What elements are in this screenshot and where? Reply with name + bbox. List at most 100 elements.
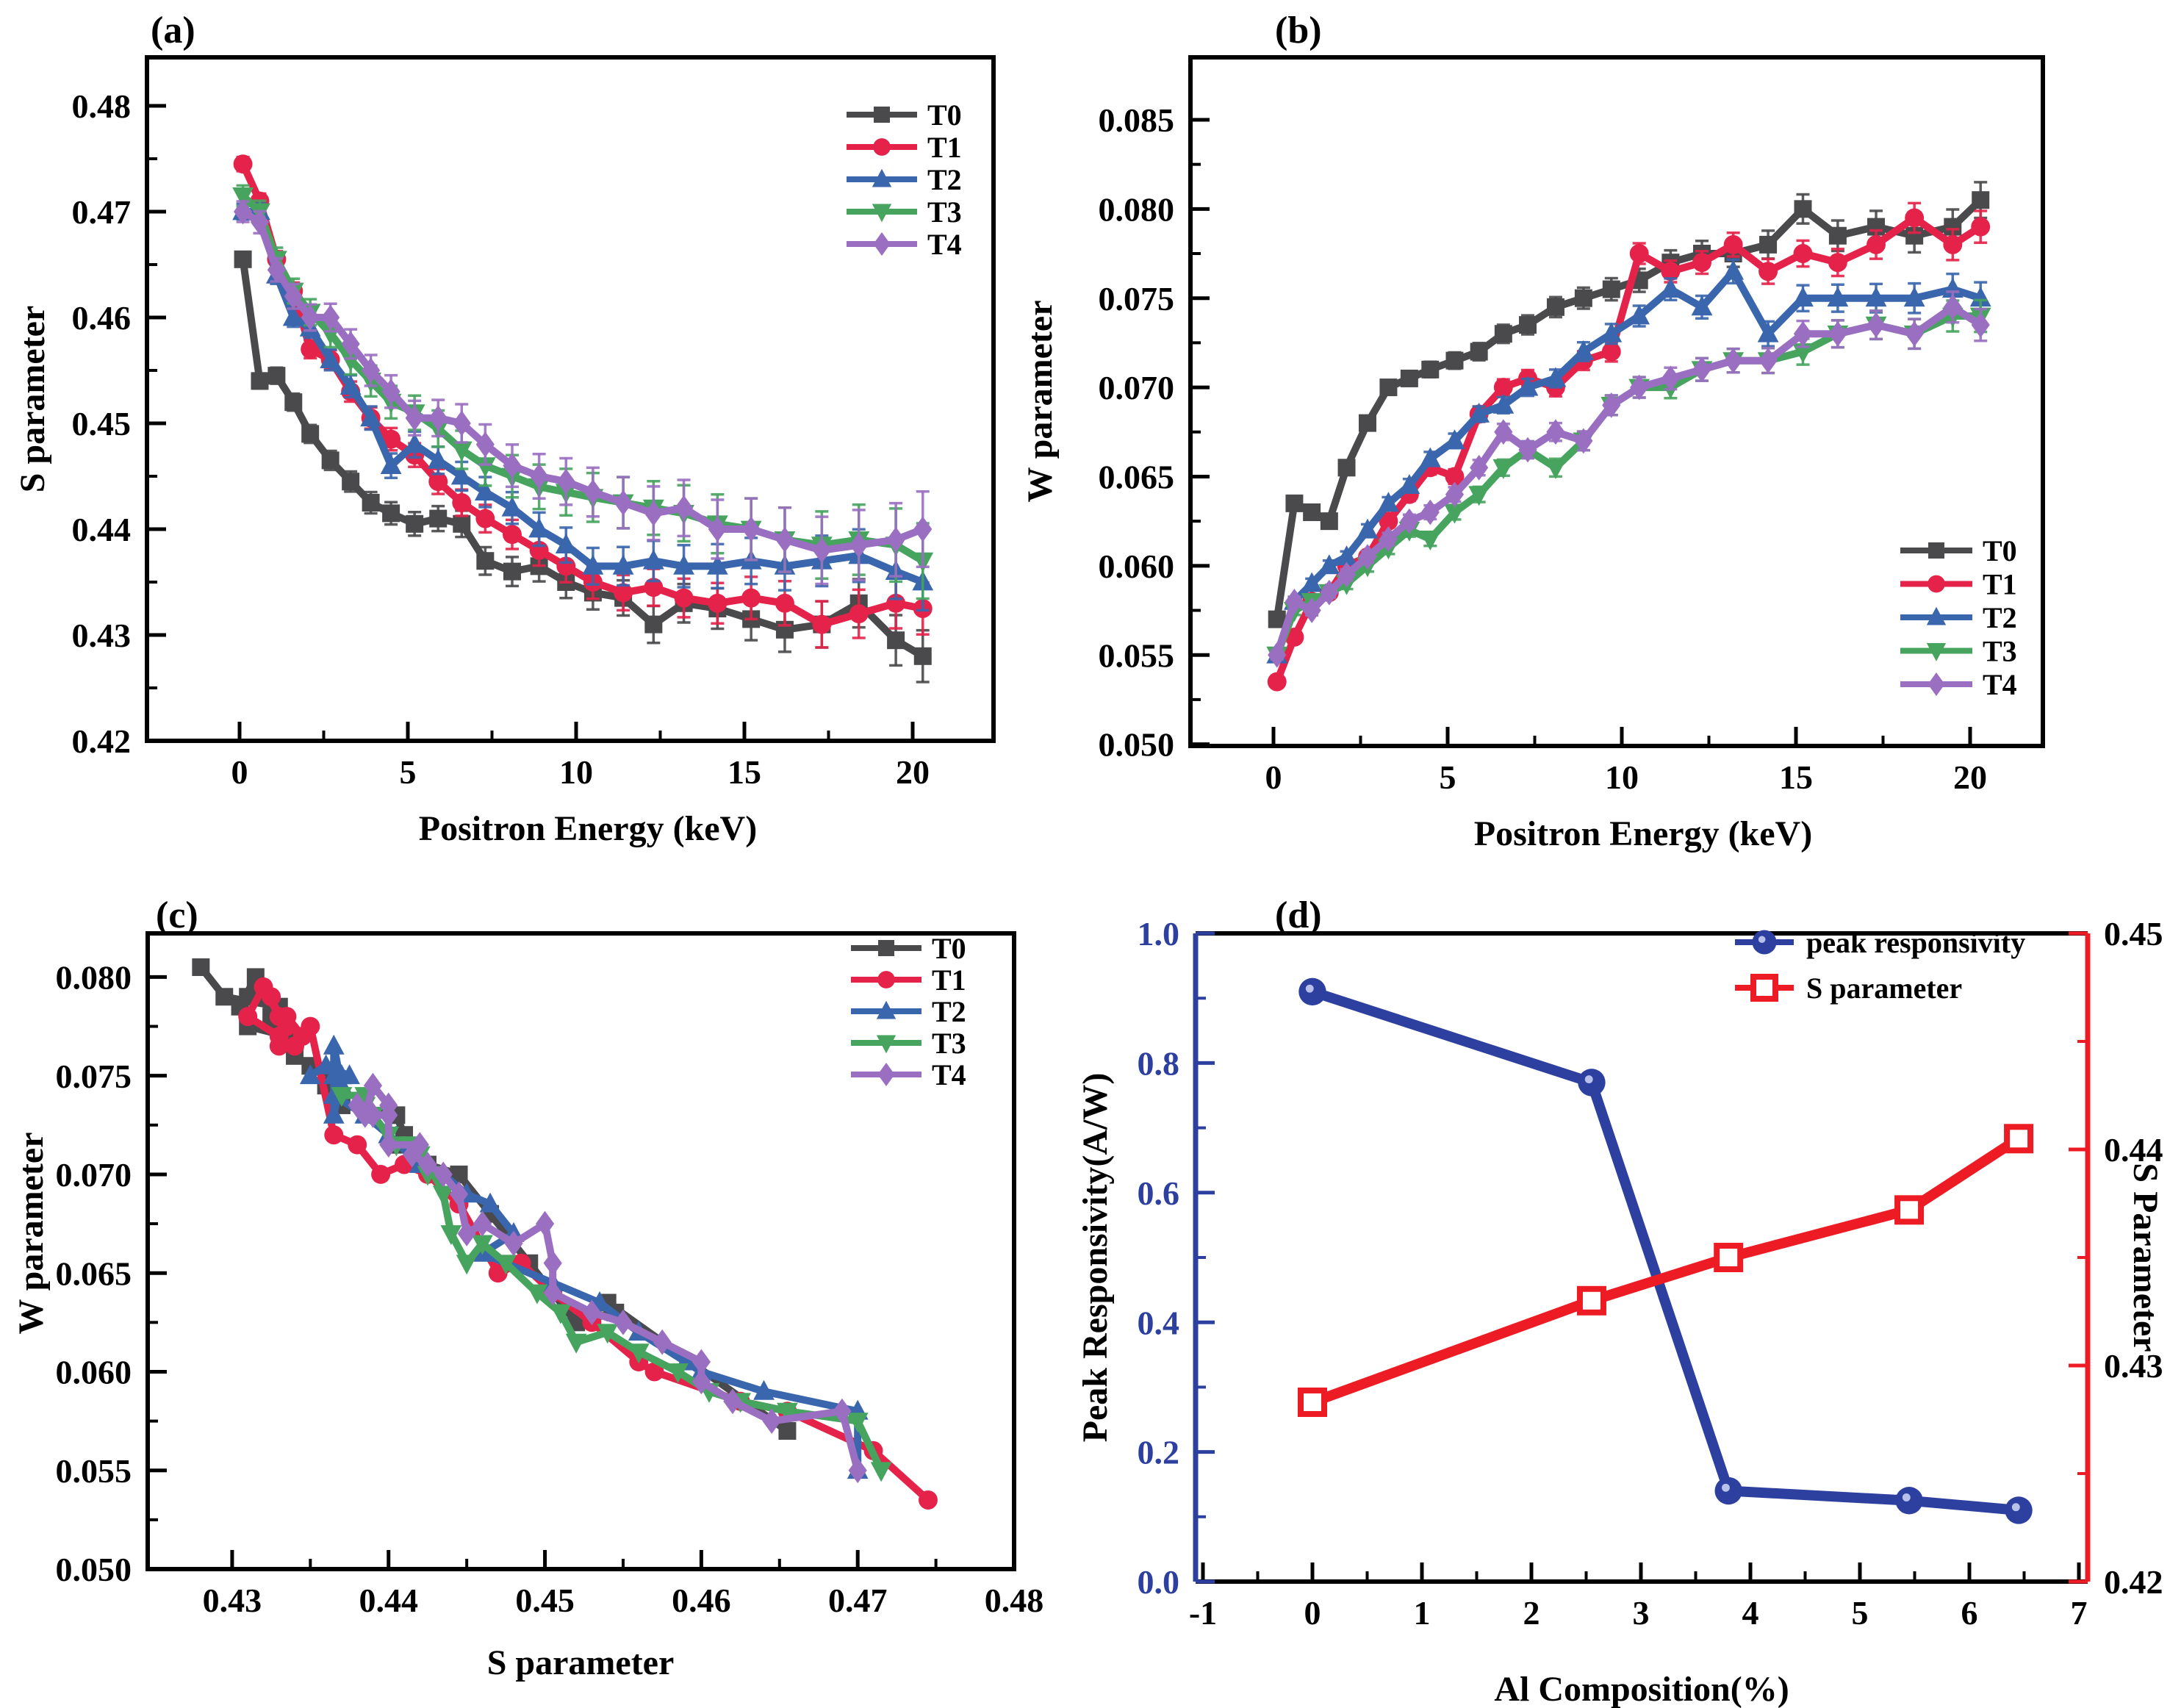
series-T3-marker (450, 441, 473, 462)
series-T2-marker (612, 554, 634, 575)
series-T2-marker (528, 517, 550, 538)
series-T0-marker (321, 451, 339, 470)
y-tick-label: 0.065 (56, 1255, 132, 1292)
plot-frame (145, 55, 996, 743)
series-T1-marker (708, 593, 727, 613)
series-T3-marker (1545, 459, 1567, 479)
series-T0-marker (215, 988, 234, 1006)
series-T4-marker (1758, 348, 1778, 374)
panel-b: 0 5 10 15 20 0.050 0.055 0.060 0.065 0.070 0.075 0.… (1021, 10, 2045, 853)
legend-label: T2 (927, 163, 962, 196)
series-T4-marker (503, 453, 522, 478)
x-tick-label: 7 (2071, 1594, 2088, 1632)
series-T4-marker (301, 304, 320, 331)
y-right-tick-label: 0.42 (2104, 1563, 2163, 1601)
series-T4-marker (708, 516, 727, 542)
series-peak-responsivity-marker-highlight (1722, 1483, 1730, 1492)
x-tick-label: 5 (1852, 1594, 1869, 1632)
x-tick-label: 5 (1440, 758, 1456, 796)
series-T1-marker (238, 1007, 258, 1027)
x-axis-title: Positron Energy (keV) (1474, 814, 1812, 853)
series-T0-marker (267, 367, 286, 385)
series-T0-marker (644, 615, 663, 634)
y-tick-label: 0.070 (56, 1156, 132, 1194)
series-T4-marker (428, 405, 448, 431)
series-T4-marker (1724, 348, 1743, 374)
series-T2-marker (323, 1103, 345, 1124)
series-T0-marker (382, 504, 400, 523)
legend-label: T3 (932, 1027, 966, 1060)
series-T0-marker (1320, 512, 1338, 531)
series-T0-marker (192, 958, 210, 976)
series-T0-marker (362, 494, 380, 512)
legend-label: T0 (932, 932, 966, 965)
series-T2-marker (1722, 259, 1745, 280)
legend-label: T3 (927, 195, 962, 229)
series-T0-marker (778, 1422, 797, 1440)
series-T1-marker (371, 1164, 391, 1184)
series-T4-marker (848, 1457, 867, 1484)
series-T0-marker (1421, 360, 1440, 378)
series-T1-marker (1445, 467, 1465, 487)
legend-marker-T2 (876, 1000, 897, 1019)
plot-frame (145, 931, 1016, 1571)
y-tick-label: 0.47 (72, 193, 132, 231)
series-T1-marker (1267, 672, 1287, 692)
series-T4-marker (1905, 320, 1924, 347)
series-peak-responsivity-marker (1714, 1476, 1742, 1505)
series-T2-marker (380, 454, 402, 474)
series-peak-responsivity-marker (2005, 1496, 2033, 1524)
y-tick-label: 0.050 (56, 1551, 132, 1588)
y-tick-label: 0.070 (1099, 369, 1175, 406)
series-T1-marker (919, 1490, 938, 1510)
series-T2-marker (1628, 304, 1650, 325)
series-T1-marker (292, 1027, 312, 1046)
legend-marker-T1 (873, 138, 891, 156)
legend-label: T0 (1983, 534, 2017, 567)
series-T2-marker (339, 375, 362, 395)
series-T1-marker (1971, 217, 1991, 237)
legend-label: S parameter (1806, 972, 1962, 1005)
series-T4-marker (321, 304, 340, 331)
y-tick-label: 0.080 (1099, 190, 1175, 228)
series-T4-marker (233, 198, 253, 225)
series-T2-marker (501, 496, 523, 517)
series-T1-marker (348, 1135, 367, 1155)
series-T2-marker (1517, 376, 1539, 396)
series-peak-responsivity-marker-highlight (1584, 1075, 1593, 1084)
y-tick-label: 0.0 (1138, 1563, 1180, 1601)
series-T0-marker (1400, 369, 1418, 387)
series-T0-marker (406, 514, 424, 533)
series-T1-marker (381, 429, 401, 449)
legend-marker-T2 (872, 168, 892, 187)
series-T4-marker (530, 463, 549, 489)
y-axis-title-right: S Parameter (2126, 1163, 2165, 1352)
series-T2-marker (1865, 287, 1887, 307)
series-T4-marker (475, 431, 495, 458)
series-T4-marker (504, 1230, 523, 1257)
series-T4-marker (913, 516, 933, 542)
y-axis-title-left: Peak Responsivity(A/W) (1076, 1073, 1115, 1443)
series-T1-marker (674, 588, 694, 608)
series-T3-marker (526, 1284, 548, 1305)
legend-marker-T0 (1928, 542, 1944, 559)
legend-label: peak responsivity (1806, 926, 2025, 959)
y-tick-label: 0.060 (56, 1354, 132, 1391)
series-T4-marker (1302, 598, 1321, 623)
series-T4-marker (762, 1408, 781, 1435)
series-T0-marker (234, 250, 252, 268)
series-T4-marker (1494, 419, 1513, 445)
series-T2-marker (1827, 287, 1849, 307)
legend-label: T1 (927, 131, 962, 164)
series-T4-marker (405, 405, 424, 431)
x-tick-label: 0.45 (515, 1582, 575, 1619)
series-T4-marker (691, 1349, 711, 1375)
series-T3-marker (495, 1255, 517, 1275)
legend-marker-T3 (872, 204, 892, 223)
series-T2-marker (450, 464, 473, 485)
series-T4-marker (1793, 320, 1813, 347)
series-S-parameter-marker (1894, 1195, 1925, 1225)
legend-marker-T4 (877, 1063, 895, 1086)
series-T0-marker (1337, 459, 1356, 477)
series-T0-marker (1285, 494, 1304, 512)
